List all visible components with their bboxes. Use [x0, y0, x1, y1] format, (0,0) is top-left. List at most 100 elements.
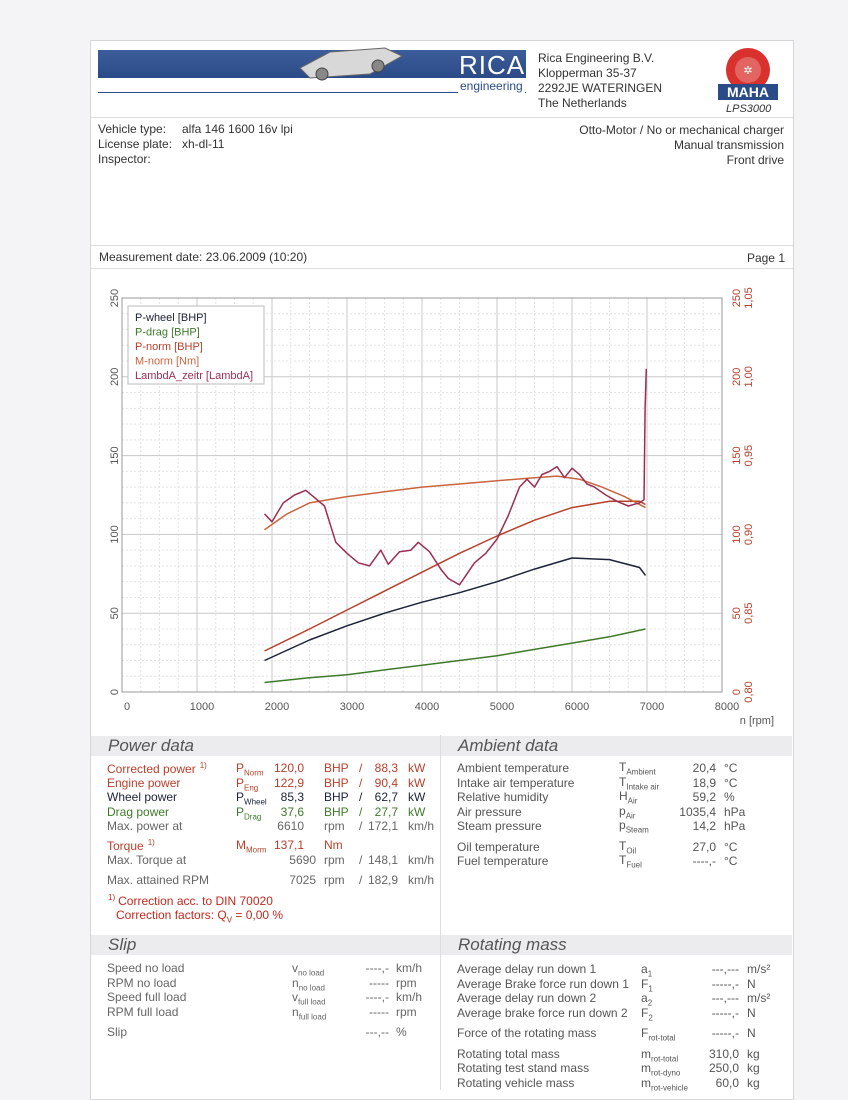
rotating-row-label: Rotating total mass: [457, 1046, 560, 1061]
symbol-subscript: Intake air: [626, 781, 660, 791]
x-tick-label: 6000: [565, 701, 589, 713]
y-right-tick-label: 100: [731, 525, 743, 543]
symbol-letter: m: [641, 1061, 651, 1075]
ambient-row-symbol: pAir: [619, 804, 635, 820]
rotating-row-value: 60,0: [715, 1075, 739, 1090]
symbol-letter: p: [619, 818, 626, 832]
power-row-unit2: kW: [408, 775, 426, 790]
symbol-letter: P: [236, 790, 245, 804]
measurement-bar: Measurement date: 23.06.2009 (10:20) Pag…: [91, 245, 793, 269]
torque-unit: Nm: [324, 838, 343, 852]
x-tick-label: 3000: [340, 701, 364, 713]
ambient-row-value: 14,2: [692, 819, 716, 833]
power-data-title: Power data: [108, 736, 194, 755]
series-line: [263, 368, 648, 586]
torque-row-separator: /: [359, 873, 363, 887]
rotating-row-unit: kg: [747, 1046, 760, 1061]
symbol-subscript: full load: [298, 997, 326, 1007]
torque-row-label: Max. Torque at: [107, 853, 187, 867]
brand-subtitle: engineering: [458, 79, 525, 93]
symbol-subscript: Norm: [244, 768, 264, 778]
slip-row-unit: rpm: [396, 1004, 417, 1019]
correction-factors: Correction factors: QV = 0,00 %: [116, 908, 284, 925]
slip-row-label: Speed no load: [107, 961, 185, 975]
symbol-subscript: rot-vehicle: [651, 1082, 688, 1092]
power-row-label: Wheel power: [107, 790, 178, 804]
power-row-value: 37,6: [280, 804, 304, 819]
ambient-row-label: Oil temperature: [457, 839, 540, 854]
x-tick-label: 2000: [265, 701, 289, 713]
rotating-row-value: -----,-: [711, 1026, 739, 1040]
symbol-letter: P: [236, 804, 245, 819]
engine-line: Front drive: [726, 153, 784, 167]
engine-info: Otto-Motor / No or mechanical charger Ma…: [579, 123, 784, 168]
torque-row-separator: /: [359, 853, 363, 867]
symbol-letter: p: [619, 803, 626, 818]
ambient-row-unit: °C: [724, 775, 738, 790]
slip-row-value: ---,--: [365, 1025, 389, 1039]
symbol-letter: F: [641, 1026, 649, 1040]
ambient-row-unit: °C: [724, 761, 738, 775]
power-row-unit2: kW: [408, 790, 426, 804]
rotating-row-label: Force of the rotating mass: [457, 1026, 597, 1040]
power-row-value2: 27,7: [374, 804, 398, 819]
y2-tick-label: 0,85: [743, 602, 755, 623]
company-line: The Netherlands: [538, 96, 627, 110]
symbol-subscript: full load: [298, 1011, 327, 1021]
rotating-row-label: Average delay run down 1: [457, 962, 597, 976]
slip-row-value: ----,-: [365, 990, 389, 1004]
ambient-row-unit: °C: [724, 839, 738, 854]
symbol-letter: T: [619, 774, 627, 789]
torque-row-label: Max. attained RPM: [107, 873, 210, 887]
y-tick-label: 100: [109, 525, 121, 543]
symbol-subscript: no load: [298, 968, 325, 978]
power-row-unit: BHP: [324, 790, 349, 804]
ambient-data-header: Ambient data: [441, 736, 792, 756]
rotating-row-symbol: F2: [641, 1006, 653, 1022]
brand-underline: [98, 92, 526, 93]
y-tick-label: 150: [109, 446, 121, 464]
ambient-row-symbol: HAir: [619, 789, 637, 805]
symbol-subscript: 1: [648, 983, 653, 993]
legend-entry: P-wheel [BHP]: [135, 312, 207, 324]
x-axis-label: n [rpm]: [740, 715, 774, 727]
power-row-unit2: km/h: [408, 819, 435, 833]
machine-model: LPS3000: [726, 103, 772, 115]
slip-row-label: Slip: [107, 1025, 128, 1039]
rotating-row-symbol: a1: [641, 962, 652, 978]
power-row-label: Drag power: [107, 804, 170, 819]
power-row-symbol: PWheel: [236, 790, 267, 806]
power-row-label: Max. power at: [107, 819, 183, 833]
symbol-subscript: Drag: [244, 811, 262, 821]
rotating-row-symbol: mrot-vehicle: [641, 1076, 688, 1092]
power-row-symbol: PDrag: [236, 805, 261, 821]
ambient-row-value: 1035,4: [679, 804, 716, 819]
symbol-subscript: Oil: [626, 845, 637, 855]
ambient-row-unit: °C: [724, 854, 738, 868]
torque-row-unit: rpm: [324, 853, 345, 867]
rotating-row-symbol: a2: [641, 991, 652, 1007]
symbol-letter: n: [292, 975, 299, 990]
rotating-row-label: Average brake force run down 2: [457, 1005, 628, 1020]
ambient-data-title: Ambient data: [458, 736, 559, 755]
rotating-row-symbol: mrot-total: [641, 1047, 678, 1063]
symbol-letter: F: [641, 976, 649, 991]
company-address: Rica Engineering B.V. Klopperman 35-37 2…: [538, 51, 662, 111]
vehicle-info: Vehicle type: alfa 146 1600 16v lpi Licen…: [98, 122, 293, 167]
symbol-letter: m: [641, 1075, 651, 1090]
symbol-letter: P: [236, 761, 245, 775]
rotating-row-value: ---,---: [711, 962, 739, 976]
rotating-row-symbol: F1: [641, 977, 653, 993]
rotating-row-unit: m/s²: [747, 991, 771, 1005]
svg-text:✲: ✲: [743, 65, 752, 77]
y-right-tick-label: 150: [731, 446, 743, 464]
symbol-subscript: Ambient: [626, 767, 656, 777]
legend-entry: P-drag [BHP]: [135, 327, 200, 339]
slip-row-symbol: nfull load: [292, 1005, 326, 1021]
power-row-separator: /: [359, 790, 363, 804]
power-row-unit: BHP: [324, 761, 349, 775]
symbol-letter: T: [619, 853, 627, 867]
torque-row-value: 7025: [289, 873, 316, 887]
power-row-value2: 88,3: [374, 761, 398, 775]
rotating-row-unit: kg: [747, 1061, 760, 1075]
